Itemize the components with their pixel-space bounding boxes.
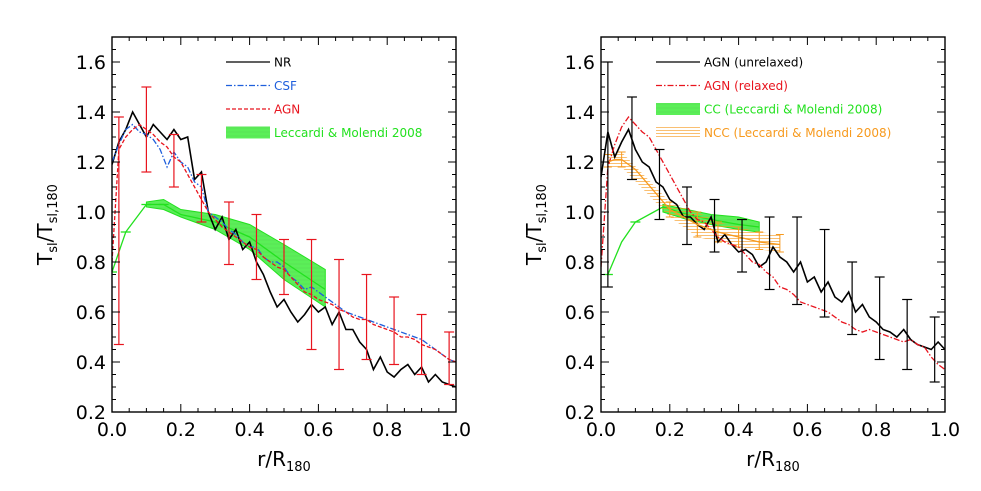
- left-band-area: [145, 198, 326, 308]
- left-band-center-line: [112, 203, 326, 291]
- right-y-tick-label: 1.6: [565, 52, 595, 74]
- left-legend-label: AGN: [274, 103, 300, 117]
- right-x-tick-label: 0.4: [723, 419, 753, 441]
- right-series-1-line: [601, 115, 945, 371]
- right-y-tick-label: 1.4: [565, 102, 595, 124]
- right-panel: 0.0 0.2 0.4 0.6 0.8 1.00.20.40.60.81.01.21.41…: [522, 36, 960, 475]
- right-legend-label: CC (Leccardi & Molendi 2008): [704, 103, 882, 117]
- left-y-tick-label: 1.4: [76, 102, 106, 124]
- right-y-tick-label: 1.2: [565, 152, 595, 174]
- left-x-tick-label: 0.0: [97, 419, 127, 441]
- left-plot-area: [112, 86, 456, 388]
- left-x-tick-label: 0.2: [166, 419, 196, 441]
- left-y-axis-title: Tsl/Tsl,180: [33, 184, 61, 266]
- left-x-tick-label: 0.8: [372, 419, 402, 441]
- right-series-2-line: [607, 158, 780, 246]
- left-legend-label: NR: [274, 56, 291, 70]
- left-legend-band-swatch: [226, 126, 270, 139]
- right-x-tick-label: 1.0: [930, 419, 960, 441]
- left-x-tick-label: 0.4: [234, 419, 264, 441]
- right-y-tick-label: 1.0: [565, 202, 595, 224]
- left-axes-frame: [111, 36, 457, 413]
- left-x-axis-title: r/R180: [257, 447, 311, 475]
- right-legend-hatch-swatch: [656, 126, 700, 139]
- left-x-tick-label: 0.6: [303, 419, 333, 441]
- right-axes-frame: [600, 36, 946, 413]
- left-x-tick-label: 1.0: [441, 419, 471, 441]
- right-y-axis-title: Tsl/Tsl,180: [522, 184, 550, 266]
- right-x-tick-label: 0.2: [655, 419, 685, 441]
- left-y-tick-label: 1.0: [76, 202, 106, 224]
- right-y-tick-label: 0.4: [565, 352, 595, 374]
- right-x-axis-title: r/R180: [746, 447, 800, 475]
- left-y-tick-label: 0.4: [76, 352, 106, 374]
- right-x-tick-label: 0.8: [861, 419, 891, 441]
- right-legend: AGN (unrelaxed) AGN (relaxed) CC (Leccardi…: [656, 56, 891, 140]
- left-y-tick-label: 0.2: [76, 402, 106, 424]
- right-legend-label: NCC (Leccardi & Molendi 2008): [704, 126, 891, 140]
- left-y-tick-label: 0.6: [76, 302, 106, 324]
- right-y-tick-label: 0.2: [565, 402, 595, 424]
- right-x-tick-label: 0.0: [586, 419, 616, 441]
- left-legend-label: Leccardi & Molendi 2008: [274, 126, 422, 140]
- left-ticks: 0.0 0.2 0.4 0.6 0.8 1.00.20.40.60.81.01.21.41…: [76, 37, 471, 441]
- right-x-tick-label: 0.6: [792, 419, 822, 441]
- left-y-tick-label: 1.6: [76, 52, 106, 74]
- right-y-tick-label: 0.6: [565, 302, 595, 324]
- left-legend: NR CSF AGN Leccardi & Molendi 2008: [226, 56, 422, 140]
- left-series-1-line: [112, 123, 456, 363]
- right-series-0-line: [601, 127, 945, 351]
- left-legend-label: CSF: [274, 79, 297, 93]
- left-series-0-line: [112, 110, 456, 388]
- left-y-tick-label: 0.8: [76, 252, 106, 274]
- right-legend-label: AGN (relaxed): [704, 79, 788, 93]
- left-panel: 0.0 0.2 0.4 0.6 0.8 1.00.20.40.60.81.01.21.41…: [33, 36, 471, 475]
- right-y-tick-label: 0.8: [565, 252, 595, 274]
- right-legend-band-swatch: [656, 103, 700, 115]
- left-y-tick-label: 1.2: [76, 152, 106, 174]
- right-legend-label: AGN (unrelaxed): [704, 56, 803, 70]
- right-ticks: 0.0 0.2 0.4 0.6 0.8 1.00.20.40.60.81.01.21.41…: [565, 37, 960, 441]
